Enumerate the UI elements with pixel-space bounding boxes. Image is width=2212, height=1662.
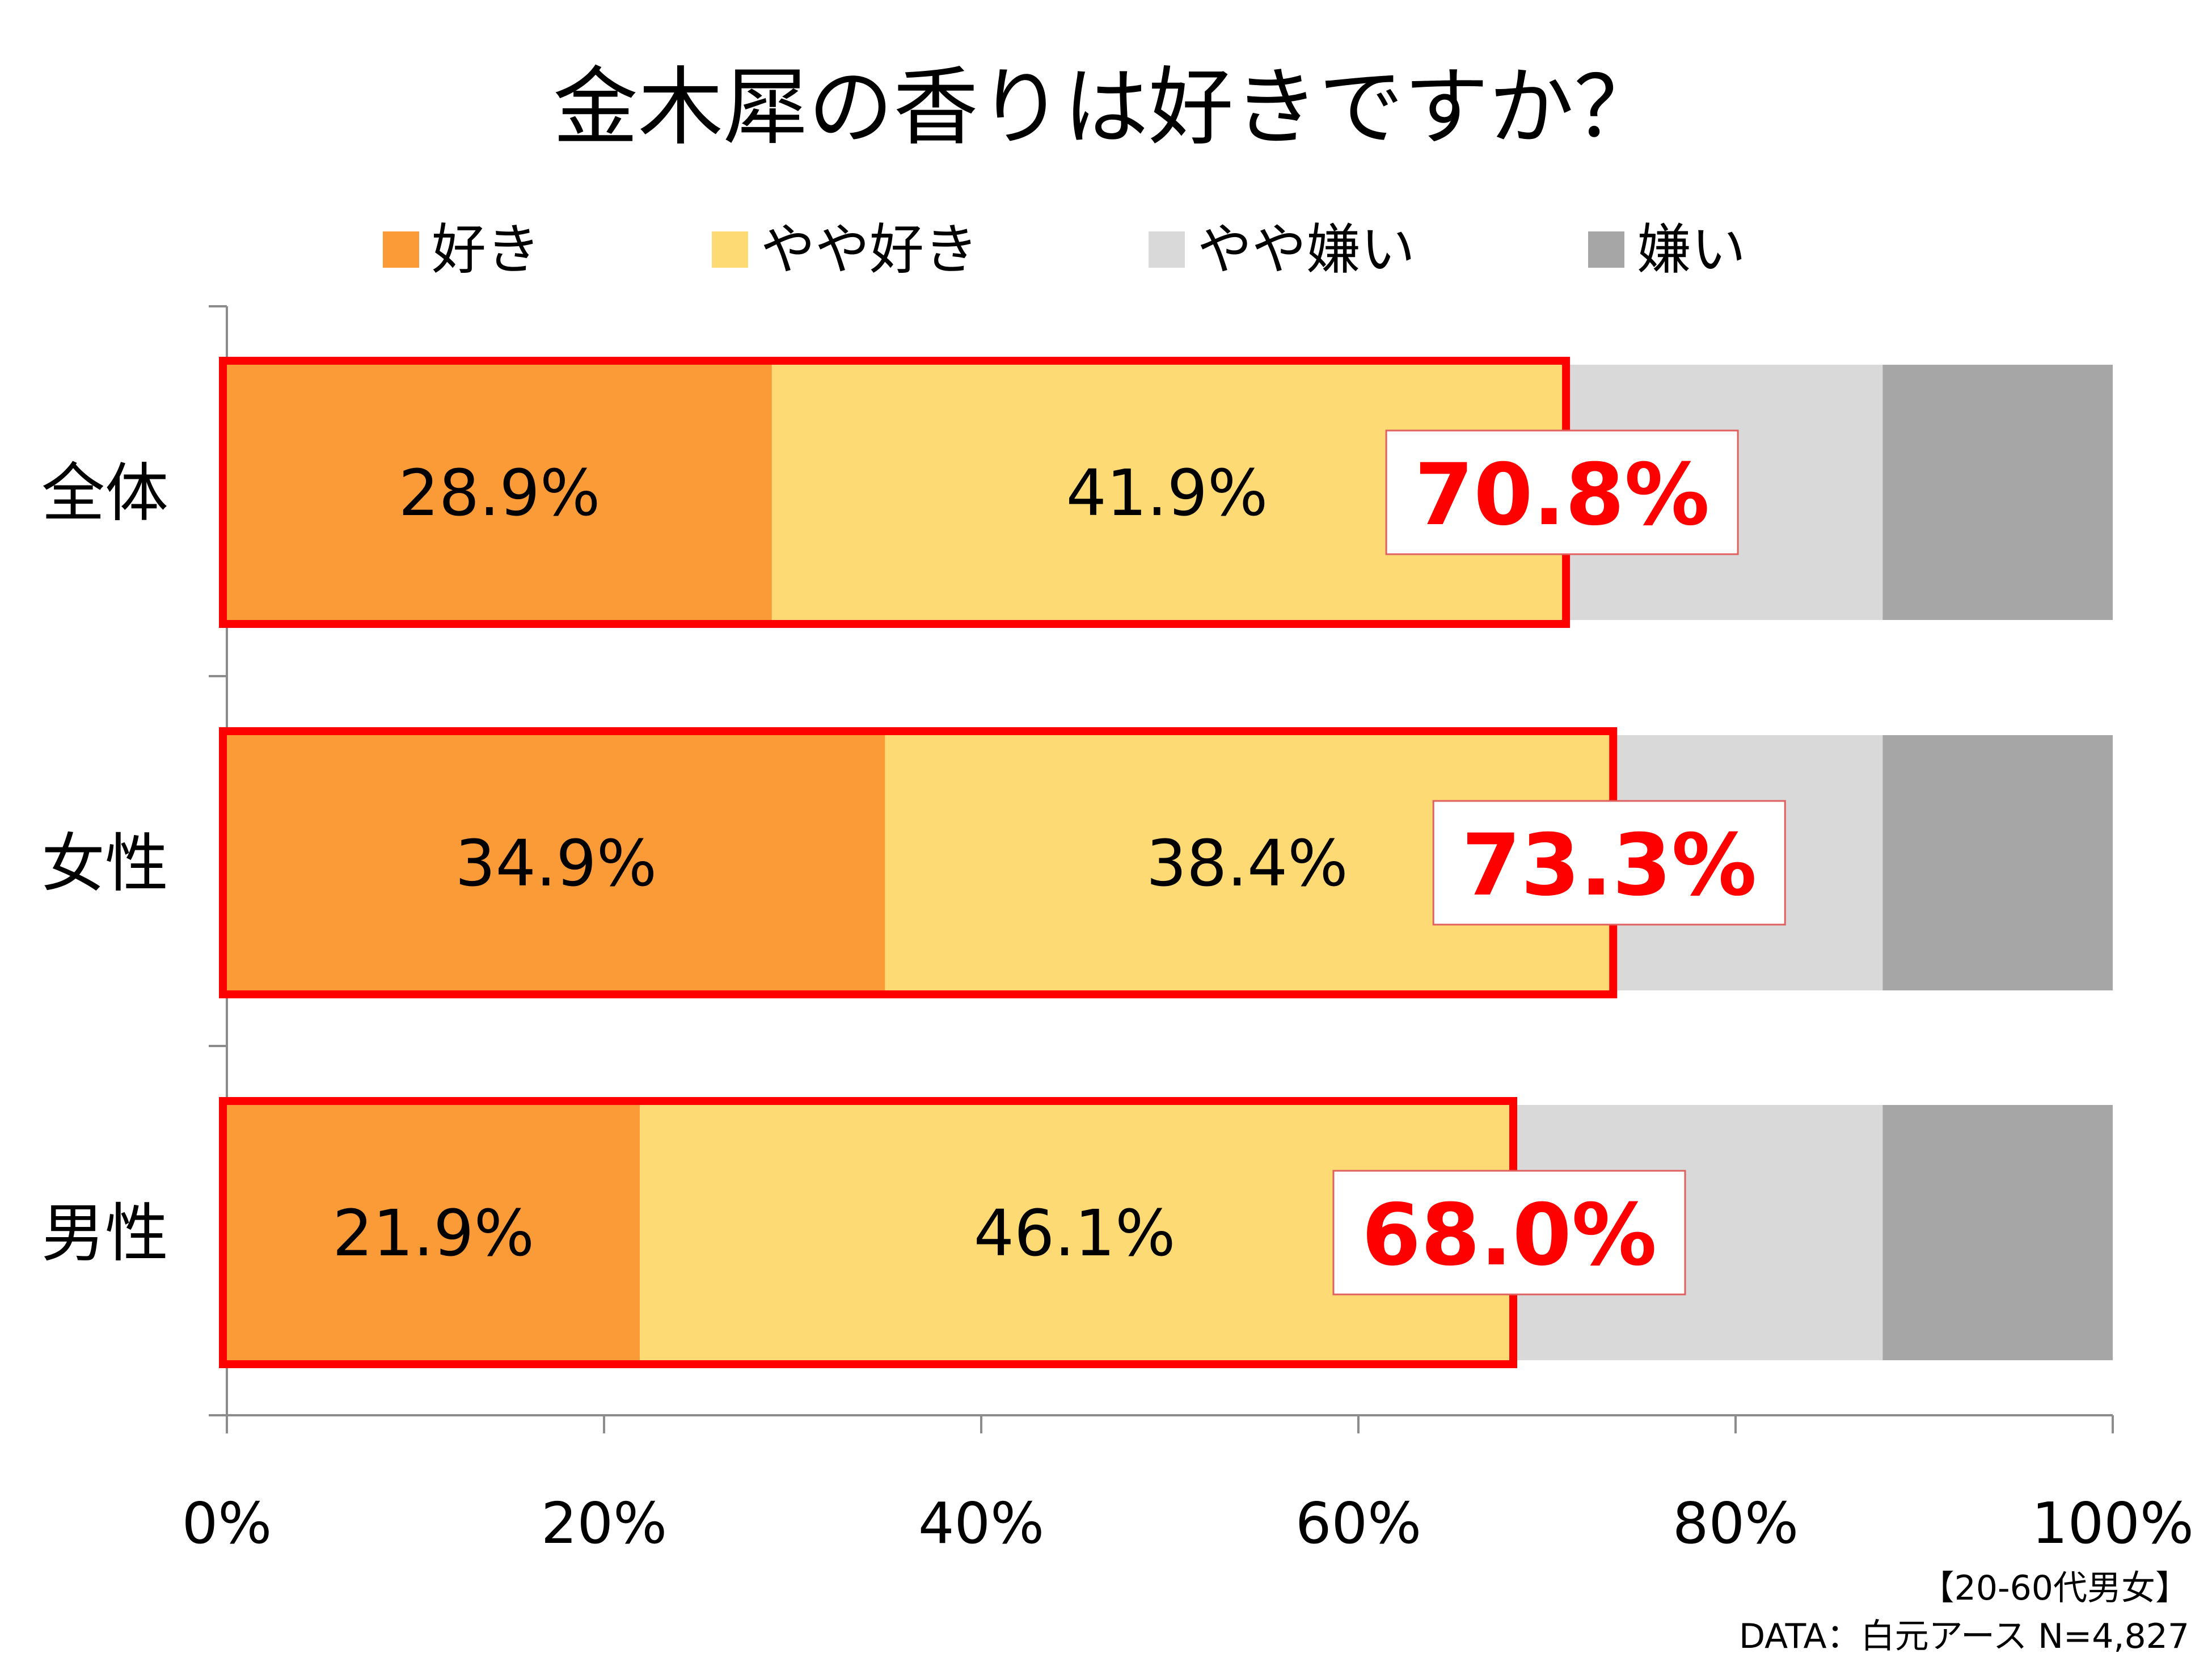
x-tick-label: 20% — [541, 1490, 667, 1556]
data-label: 46.1% — [974, 1197, 1176, 1271]
data-label: 38.4% — [1146, 827, 1348, 901]
bar-segment — [1882, 1105, 2113, 1360]
bar-segment — [227, 1105, 640, 1360]
bar-segment — [227, 365, 772, 620]
legend-item: やや嫌い — [1149, 216, 1415, 284]
x-tick-label: 60% — [1295, 1490, 1421, 1556]
bar-segment — [1882, 735, 2113, 990]
footnote-source: DATA：白元アース N=4,827 — [1739, 1617, 2189, 1656]
legend-swatch — [1588, 231, 1624, 268]
data-label: 21.9% — [332, 1197, 534, 1271]
total-callout-label: 73.3% — [1462, 816, 1757, 915]
data-label: 28.9% — [399, 457, 601, 530]
chart-title: 金木犀の香りは好きですか？ — [552, 58, 1659, 157]
bar-segment — [227, 735, 885, 990]
total-callout-label: 70.8% — [1415, 446, 1709, 545]
category-label: 全体 — [41, 457, 168, 530]
x-tick-label: 80% — [1673, 1490, 1799, 1556]
data-label: 41.9% — [1066, 457, 1268, 530]
category-label: 男性 — [41, 1197, 168, 1271]
total-callout-box — [1432, 800, 1786, 926]
legend-label: 嫌い — [1637, 218, 1746, 281]
total-callout-label: 68.0% — [1362, 1186, 1657, 1285]
legend-swatch — [383, 231, 419, 268]
legend-label: やや好き — [761, 218, 978, 281]
x-tick-label: 40% — [918, 1490, 1044, 1556]
legend-swatch — [712, 231, 748, 268]
bar-segment — [1882, 365, 2113, 620]
x-tick-label: 0% — [182, 1490, 272, 1556]
x-tick-label: 100% — [2032, 1490, 2194, 1556]
legend-swatch — [1149, 231, 1185, 268]
legend-item: 嫌い — [1588, 216, 1746, 284]
legend-label: やや嫌い — [1197, 218, 1415, 281]
total-callout-box — [1332, 1170, 1686, 1296]
legend-item: やや好き — [712, 216, 978, 284]
footnote-sample: 【20-60代男女】 — [1920, 1568, 2189, 1608]
total-callout-box — [1385, 429, 1739, 555]
category-label: 女性 — [41, 827, 168, 901]
data-label: 34.9% — [455, 827, 657, 901]
legend-label: 好き — [432, 218, 541, 281]
legend-item: 好き — [383, 216, 541, 284]
